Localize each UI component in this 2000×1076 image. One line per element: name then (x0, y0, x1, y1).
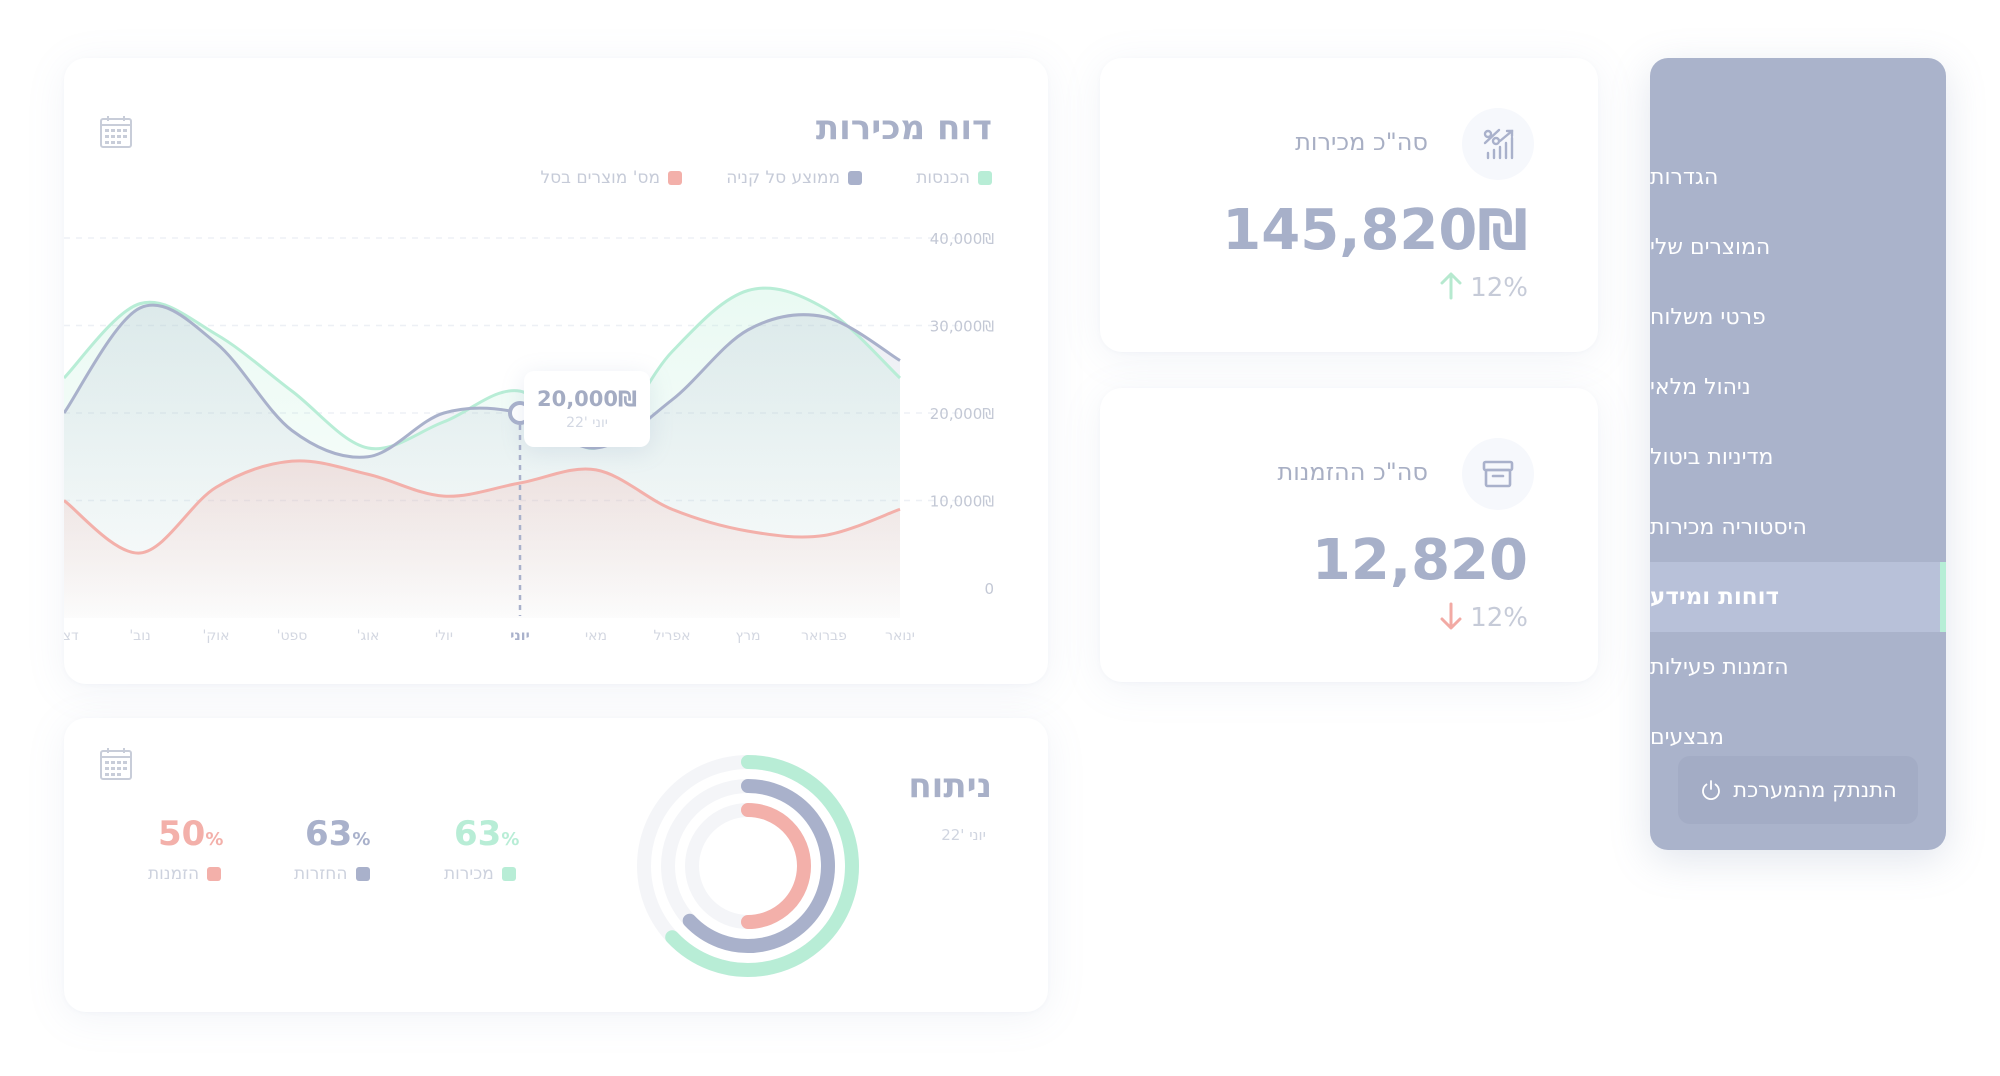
sidebar-item-active-orders[interactable]: הזמנות פעילות (1650, 654, 1789, 680)
x-tick-label: מרץ (736, 628, 761, 644)
arrow-up-icon (1440, 272, 1462, 300)
y-tick-label: 0 (984, 580, 994, 598)
metric-label-sales-text: מכירות (444, 864, 494, 884)
legend-item-avg-cart: ממוצע סל קניה (726, 168, 862, 188)
total-sales-change: 12% (1440, 272, 1528, 303)
metric-number-sales: 63 (454, 814, 502, 854)
x-tick-label: נוב' (129, 628, 150, 644)
ring-progress-orders (741, 803, 811, 929)
total-sales-value: 145,820₪ (1222, 198, 1528, 263)
series-area-items-in-cart (64, 460, 900, 618)
calendar-icon[interactable] (98, 114, 134, 150)
logout-label: התנתק מהמערכת (1733, 778, 1897, 802)
sidebar-item-shipping[interactable]: פרטי משלוח (1650, 304, 1766, 330)
legend-swatch-revenue (978, 171, 992, 185)
sidebar-item-promotions[interactable]: מבצעים (1650, 724, 1725, 750)
sales-report-title: דוח מכירות (815, 108, 992, 148)
sales-line-chart: 40,000₪ 30,000₪ 20,000₪ 10,000₪ 0 ינואר פברואר… (64, 230, 994, 644)
legend-swatch-items-in-cart (668, 171, 682, 185)
x-tick-label: אוג' (357, 628, 380, 644)
legend-label-avg-cart: ממוצע סל קניה (726, 168, 840, 188)
legend-label-revenue: הכנסות (916, 168, 970, 188)
metric-label-orders: הזמנות (148, 864, 222, 884)
y-tick-label: 40,000₪ (930, 230, 994, 248)
arrow-down-icon (1440, 602, 1462, 630)
radial-progress-chart (637, 755, 859, 977)
metric-unit-orders: % (205, 829, 224, 850)
x-tick-label: ינואר (885, 628, 915, 644)
chart-tooltip: 20,000₪ יוני '22 (524, 371, 650, 447)
metric-unit-sales: % (501, 829, 520, 850)
total-sales-icon-wrap (1462, 108, 1534, 180)
metric-label-sales: מכירות (444, 864, 516, 884)
calendar-icon[interactable] (98, 746, 134, 782)
total-sales-title: סה"כ מכירות (1295, 128, 1428, 156)
total-orders-icon-wrap (1462, 438, 1534, 510)
sidebar-item-inventory[interactable]: ניהול מלאי (1650, 374, 1751, 400)
chart-percent-icon (1483, 128, 1514, 160)
legend-label-items-in-cart: מס' מוצרים בסל (540, 168, 660, 188)
total-orders-card: סה"כ ההזמנות 12,820 12% (1100, 388, 1598, 682)
power-icon (1702, 780, 1721, 801)
series-line-avg-cart (64, 303, 901, 459)
x-tick-label: יוני (510, 628, 529, 644)
total-orders-title: סה"כ ההזמנות (1277, 458, 1428, 486)
sidebar: הגדרות המוצרים שלי פרטי משלוח ניהול מלאי… (1650, 58, 1946, 850)
total-orders-value: 12,820 (1311, 528, 1528, 593)
analysis-card: ניתוח יוני '22 63% מכירות 63% החזרות 50%… (64, 718, 1048, 1012)
metric-number-returns: 63 (305, 814, 353, 854)
sidebar-item-settings[interactable]: הגדרות (1650, 164, 1719, 190)
x-tick-label: אפריל (653, 628, 690, 644)
logout-button[interactable]: התנתק מהמערכת (1678, 756, 1918, 824)
metric-swatch-orders (207, 867, 222, 881)
archive-box-icon (1482, 460, 1514, 488)
ring-progress-sales (665, 755, 859, 977)
analysis-title: ניתוח (908, 766, 992, 806)
total-orders-change: 12% (1440, 602, 1528, 633)
sidebar-item-cancel-policy[interactable]: מדיניות ביטול (1650, 444, 1774, 470)
sales-report-card: דוח מכירות הכנסות ממוצע סל קניה מס' מוצר… (64, 58, 1048, 684)
metric-swatch-sales (501, 867, 516, 881)
metric-value-sales: 63% (454, 814, 519, 854)
sidebar-item-sales-history[interactable]: היסטוריה מכירות (1650, 514, 1807, 540)
y-tick-label: 10,000₪ (930, 493, 994, 511)
sidebar-item-my-products[interactable]: המוצרים שלי (1650, 234, 1771, 260)
sidebar-item-reports[interactable]: דוחות ומידע (1650, 562, 1946, 632)
metric-unit-returns: % (352, 829, 371, 850)
tooltip-date: יוני '22 (566, 415, 608, 431)
tooltip-value: 20,000₪ (536, 387, 638, 411)
x-tick-label: ספט' (277, 628, 308, 644)
ring-progress-returns (682, 779, 835, 953)
total-sales-card: סה"כ מכירות 145,820₪ 12% (1100, 58, 1598, 352)
y-tick-label: 20,000₪ (930, 405, 994, 423)
x-tick-label: מאי (585, 628, 607, 644)
legend-item-revenue: הכנסות (916, 168, 992, 188)
metric-value-orders: 50% (158, 814, 223, 854)
metric-label-returns: החזרות (294, 864, 370, 884)
metric-value-returns: 63% (305, 814, 370, 854)
y-tick-label: 30,000₪ (930, 318, 994, 336)
analysis-subtitle: יוני '22 (941, 826, 986, 844)
total-orders-change-value: 12% (1470, 603, 1528, 633)
total-sales-change-value: 12% (1470, 273, 1528, 303)
metric-number-orders: 50 (158, 814, 206, 854)
series-line-revenue (64, 286, 902, 451)
metric-swatch-returns (355, 867, 370, 881)
x-tick-label: פברואר (801, 628, 847, 644)
legend-swatch-avg-cart (848, 171, 862, 185)
series-line-items-in-cart (64, 459, 901, 555)
x-tick-label: יולי (435, 628, 453, 644)
metric-label-returns-text: החזרות (294, 864, 348, 884)
metric-label-orders-text: הזמנות (148, 864, 200, 884)
legend-item-items-in-cart: מס' מוצרים בסל (540, 168, 682, 188)
x-tick-label: אוק' (203, 628, 230, 644)
x-tick-label: דצמ' (64, 628, 79, 644)
